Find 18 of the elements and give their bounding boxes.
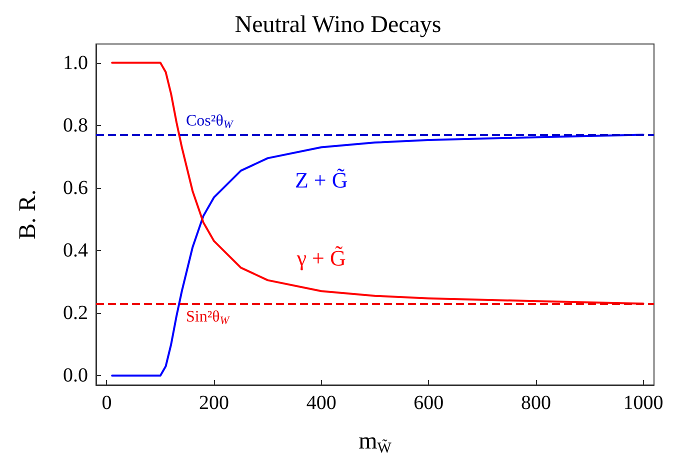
- x-tick-label: 0: [102, 392, 112, 414]
- y-tick-label: 0.6: [63, 176, 88, 199]
- line-series: [111, 134, 644, 377]
- x-tick-label: 800: [520, 392, 551, 414]
- line-series: [111, 62, 644, 305]
- x-tick-label: 600: [414, 392, 444, 414]
- y-tick-label: 0.4: [63, 239, 88, 262]
- x-tick-label: 400: [306, 392, 336, 414]
- y-tick-label: 0.2: [63, 302, 88, 324]
- y-axis-title: B. R.: [15, 189, 41, 240]
- x-tick-label: 1000: [623, 392, 664, 414]
- y-tick-label: 1.0: [63, 52, 88, 74]
- series-label: γ + G̃: [296, 246, 346, 271]
- series-label: Z + G̃: [294, 168, 348, 193]
- x-tick-label: 200: [199, 392, 230, 414]
- chart-title: Neutral Wino Decays: [234, 12, 442, 38]
- y-tick-label: 0.8: [63, 114, 88, 136]
- y-tick-label: 0.0: [63, 364, 88, 387]
